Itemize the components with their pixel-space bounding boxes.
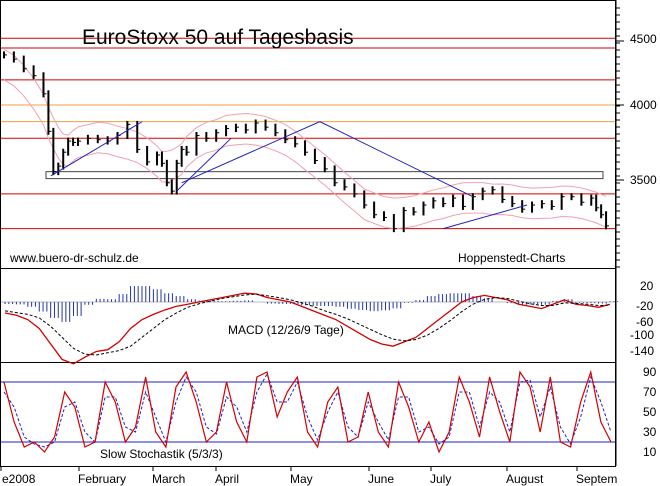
x-label-jan: e2008	[2, 472, 36, 486]
macd-tick-label-m60: -60	[636, 315, 654, 329]
macd-tick-label-m20: -20	[636, 299, 654, 313]
price-panel	[3, 48, 610, 233]
stochastic-panel-frame	[0, 362, 616, 467]
y-axis-labels: 4500 4000 3500 20 -20 -60 -100 -140 90 7…	[630, 32, 657, 459]
macd-panel-frame	[0, 268, 616, 363]
watermark-left: www.buero-dr-schulz.de	[9, 251, 139, 265]
trendline	[443, 204, 528, 230]
stoch-tick-label-90: 90	[643, 365, 657, 379]
trendline	[176, 137, 232, 192]
macd-tick-label-m100: -100	[630, 328, 654, 342]
stoch-tick-label-70: 70	[643, 385, 657, 399]
watermark-right: Hoppenstedt-Charts	[458, 251, 565, 265]
macd-signal-line	[4, 293, 611, 356]
horizontal-levels	[1, 37, 615, 230]
stoch-tick-label-30: 30	[643, 425, 657, 439]
macd-tick-label-m140: -140	[630, 344, 654, 358]
stochastic-d-line	[3, 372, 612, 448]
panel-frames	[0, 0, 617, 467]
x-label-aug: August	[506, 472, 544, 486]
x-label-mar: March	[152, 472, 185, 486]
x-label-apr: April	[215, 472, 239, 486]
trendline	[50, 121, 143, 177]
trendline	[181, 121, 321, 184]
x-label-may: May	[290, 472, 313, 486]
macd-panel	[1, 286, 619, 365]
macd-tick-label-20: 20	[640, 279, 654, 293]
x-label-jun: June	[368, 472, 394, 486]
stochastic-k-line	[3, 369, 612, 454]
support-zone-box	[45, 171, 604, 180]
x-label-jul: July	[430, 472, 451, 486]
stoch-tick-label-10: 10	[643, 445, 657, 459]
trendline	[319, 121, 474, 198]
macd-line	[4, 292, 611, 365]
upper-band-line	[3, 48, 607, 199]
stochastic-panel	[1, 369, 615, 454]
y-tick-label-4000: 4000	[630, 98, 657, 112]
chart-title: EuroStoxx 50 auf Tagesbasis	[82, 26, 354, 49]
y-tick-label-3500: 3500	[630, 173, 657, 187]
stoch-tick-label-50: 50	[643, 405, 657, 419]
macd-label: MACD (12/26/9 Tage)	[228, 323, 344, 337]
x-label-feb: February	[78, 472, 126, 486]
x-label-sep: Septem	[576, 472, 617, 486]
stochastic-label: Slow Stochastik (5/3/3)	[100, 447, 223, 461]
y-tick-label-4500: 4500	[630, 32, 657, 46]
axis-ticks	[0, 7, 624, 471]
x-axis-labels: e2008 February March April May June July…	[2, 472, 617, 486]
